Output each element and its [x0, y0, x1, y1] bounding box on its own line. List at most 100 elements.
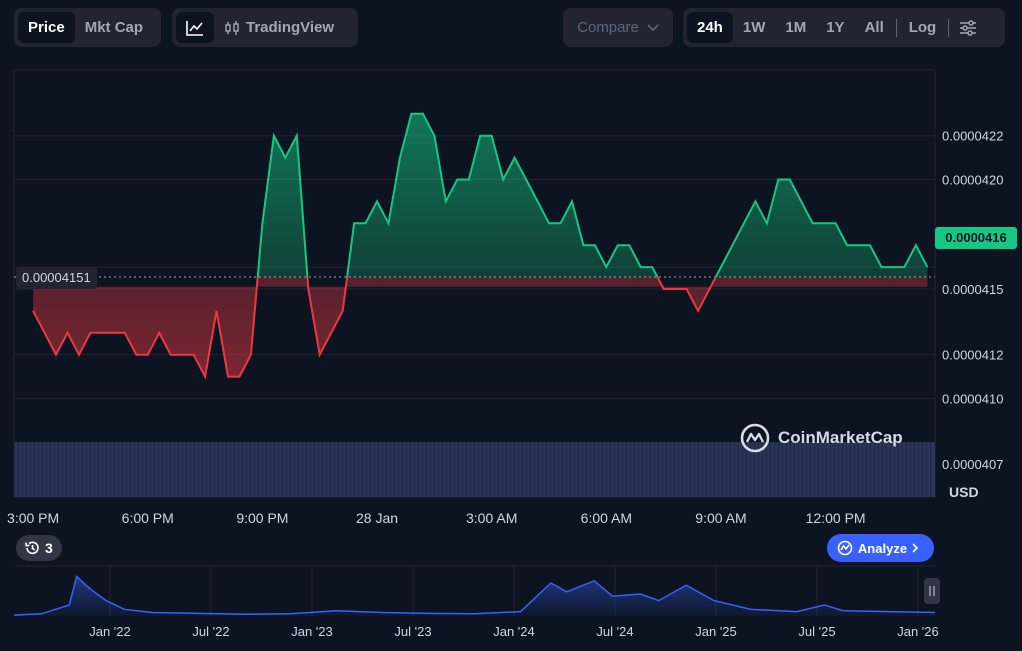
volume-bar [718, 441, 719, 497]
volume-bar [222, 441, 223, 497]
volume-bar [246, 441, 247, 497]
volume-bar [82, 441, 83, 497]
volume-bar [366, 441, 367, 497]
volume-bar [278, 441, 279, 497]
volume-bar [454, 441, 455, 497]
volume-bar [310, 441, 311, 497]
volume-bar [786, 441, 787, 497]
overview-tick-label: Jan '22 [89, 624, 131, 639]
analyze-button[interactable]: Analyze [827, 534, 934, 562]
volume-bar [846, 441, 847, 497]
settings-button[interactable] [951, 12, 985, 43]
overview-tick-label: Jan '26 [897, 624, 939, 639]
overview-navigator[interactable]: Jan '22 Jul '22 Jan '23 Jul '23 Jan '24 Jul '… [13, 565, 939, 639]
volume-bar [350, 441, 351, 497]
volume-bar [602, 441, 603, 497]
volume-bar [210, 441, 211, 497]
volume-bar [538, 441, 539, 497]
volume-bar [110, 441, 111, 497]
volume-bar [450, 441, 451, 497]
volume-bar [394, 441, 395, 497]
volume-bar [678, 441, 679, 497]
volume-area [14, 442, 935, 497]
volume-bar [542, 441, 543, 497]
volume-bar [126, 441, 127, 497]
volume-bar [746, 441, 747, 497]
overview-tick-label: Jul '22 [192, 624, 229, 639]
range-1w[interactable]: 1W [742, 19, 766, 36]
range-1y[interactable]: 1Y [826, 19, 845, 36]
log-scale-toggle[interactable]: Log [908, 19, 937, 36]
volume-bar [338, 441, 339, 497]
volume-bar [766, 441, 767, 497]
volume-bar [106, 441, 107, 497]
volume-bar [866, 441, 867, 497]
volume-bar [294, 441, 295, 497]
x-tick-label: 3:00 PM [7, 510, 59, 526]
volume-bar [114, 441, 115, 497]
volume-bar [686, 441, 687, 497]
volume-bar [930, 441, 931, 497]
volume-bar [790, 441, 791, 497]
volume-bar [382, 441, 383, 497]
volume-bar [558, 441, 559, 497]
volume-bar [58, 441, 59, 497]
line-chart-button[interactable] [176, 12, 214, 43]
reference-price-label: 0.00004151 [16, 267, 97, 289]
range-24h[interactable]: 24h [687, 12, 733, 43]
volume-bar [302, 441, 303, 497]
volume-bar [814, 441, 815, 497]
volume-bar [330, 441, 331, 497]
volume-bar [154, 441, 155, 497]
volume-bar [806, 441, 807, 497]
volume-bar [282, 441, 283, 497]
volume-bar [54, 441, 55, 497]
tradingview-button[interactable]: TradingView [214, 12, 344, 43]
volume-bar [118, 441, 119, 497]
candlestick-icon [224, 20, 240, 36]
volume-bar [582, 441, 583, 497]
volume-bar [794, 441, 795, 497]
volume-bar [810, 441, 811, 497]
volume-bar [642, 441, 643, 497]
range-1m[interactable]: 1M [785, 19, 807, 36]
volume-bar [566, 441, 567, 497]
volume-bar [894, 441, 895, 497]
volume-bar [462, 441, 463, 497]
volume-bar [578, 441, 579, 497]
volume-bar [358, 441, 359, 497]
volume-bar [322, 441, 323, 497]
y-tick-label: 0.0000412 [942, 348, 1003, 363]
history-badge[interactable]: 3 [16, 535, 62, 561]
volume-bar [170, 441, 171, 497]
volume-bar [610, 441, 611, 497]
volume-bar [214, 441, 215, 497]
volume-bar [742, 441, 743, 497]
volume-bar [470, 441, 471, 497]
divider [895, 18, 897, 37]
divider [948, 18, 950, 37]
volume-bar [102, 441, 103, 497]
volume-bar [274, 441, 275, 497]
volume-bar [882, 441, 883, 497]
volume-bar [438, 441, 439, 497]
volume-bar [442, 441, 443, 497]
price-tab[interactable]: Price [18, 12, 75, 43]
overview-tick-label: Jan '25 [695, 624, 737, 639]
volume-bar [190, 441, 191, 497]
volume-bar [710, 441, 711, 497]
sliders-icon [960, 19, 977, 36]
volume-bar [402, 441, 403, 497]
analyze-label: Analyze [857, 540, 908, 556]
range-all[interactable]: All [864, 19, 884, 36]
drag-handle-icon [929, 586, 935, 596]
mkt-cap-tab[interactable]: Mkt Cap [84, 19, 144, 36]
volume-bar [178, 441, 179, 497]
volume-bar [838, 441, 839, 497]
volume-bar [218, 441, 219, 497]
y-tick-label: 0.0000407 [942, 457, 1003, 472]
volume-bar [242, 441, 243, 497]
compare-dropdown[interactable]: Compare [563, 8, 673, 47]
navigator-handle[interactable] [924, 578, 940, 604]
